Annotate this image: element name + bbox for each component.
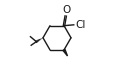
Text: Cl: Cl — [74, 20, 85, 30]
Polygon shape — [62, 49, 67, 56]
Text: O: O — [61, 5, 70, 15]
